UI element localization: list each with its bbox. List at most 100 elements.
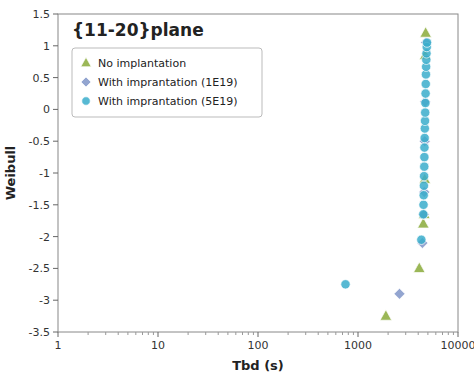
y-tick: [53, 77, 58, 78]
y-tick: [53, 300, 58, 301]
point: [421, 98, 430, 107]
y-tick: [53, 14, 58, 15]
x-minor-tick: [427, 332, 428, 335]
x-minor-tick: [235, 332, 236, 335]
x-tick: [58, 332, 59, 337]
x-tick-label: 1000: [344, 339, 372, 352]
y-tick-label: -2.5: [29, 262, 50, 275]
x-minor-tick: [318, 332, 319, 335]
x-minor-tick: [342, 332, 343, 335]
x-minor-tick: [127, 332, 128, 335]
x-minor-tick: [353, 332, 354, 335]
x-tick-label: 10: [151, 339, 165, 352]
x-minor-tick: [448, 332, 449, 335]
point: [420, 133, 429, 142]
y-tick-label: 1: [43, 40, 50, 53]
y-tick-label: 0.5: [33, 72, 51, 85]
point: [421, 79, 430, 88]
x-minor-tick: [105, 332, 106, 335]
point: [420, 27, 432, 37]
x-minor-tick: [418, 332, 419, 335]
y-tick: [53, 236, 58, 237]
point: [394, 288, 405, 299]
x-minor-tick: [148, 332, 149, 335]
point: [341, 280, 350, 289]
point: [417, 235, 426, 244]
point: [419, 200, 428, 209]
point: [419, 210, 428, 219]
legend-box: [72, 48, 262, 117]
y-tick: [53, 268, 58, 269]
point: [420, 152, 429, 161]
y-tick-label: -0.5: [29, 135, 50, 148]
x-minor-tick: [218, 332, 219, 335]
x-minor-tick: [153, 332, 154, 335]
x-tick: [458, 332, 459, 337]
x-minor-tick: [453, 332, 454, 335]
x-tick-label: 100: [248, 339, 269, 352]
x-minor-tick: [248, 332, 249, 335]
x-minor-tick: [142, 332, 143, 335]
y-tick: [53, 109, 58, 110]
legend-marker: [81, 77, 91, 87]
x-tick: [158, 332, 159, 337]
y-tick-label: -3: [39, 294, 50, 307]
x-minor-tick: [405, 332, 406, 335]
x-minor-tick: [118, 332, 119, 335]
y-tick-label: -1.5: [29, 199, 50, 212]
y-tick: [53, 173, 58, 174]
y-tick: [53, 332, 58, 333]
point: [418, 209, 429, 220]
points: [341, 27, 432, 320]
x-minor-tick: [205, 332, 206, 335]
series: [380, 27, 431, 320]
point: [414, 262, 426, 272]
legend-marker: [81, 57, 92, 67]
y-tick: [53, 45, 58, 46]
x-axis-label: Tbd (s): [232, 358, 284, 373]
x-minor-tick: [327, 332, 328, 335]
x-minor-tick: [253, 332, 254, 335]
x-minor-tick: [88, 332, 89, 335]
legend: No implantation With imprantation (1E19) W…: [72, 48, 262, 117]
x-minor-tick: [305, 332, 306, 335]
x-minor-tick: [348, 332, 349, 335]
legend-label: With imprantation (5E19): [98, 95, 238, 108]
series: [341, 38, 432, 289]
y-axis-label: Weibull: [3, 146, 18, 201]
plot-frame: [58, 14, 458, 332]
x-minor-tick: [242, 332, 243, 335]
y-tick: [53, 204, 58, 205]
y-tick-label: 1.5: [33, 8, 51, 21]
x-minor-tick: [442, 332, 443, 335]
x-minor-tick: [188, 332, 189, 335]
x-tick: [258, 332, 259, 337]
y-tick-label: -3.5: [29, 326, 50, 339]
legend-label: No implantation: [98, 57, 186, 70]
x-tick-label: 1: [55, 339, 62, 352]
x-tick: [358, 332, 359, 337]
title: {11-20}plane: [72, 20, 204, 40]
x-minor-tick: [335, 332, 336, 335]
legend-label: With imprantation (1E19): [98, 76, 238, 89]
y-tick-label: -1: [39, 167, 50, 180]
y-tick-label: -2: [39, 231, 50, 244]
x-minor-tick: [288, 332, 289, 335]
x-minor-tick: [135, 332, 136, 335]
legend-marker: [82, 97, 91, 106]
point: [419, 181, 428, 190]
x-tick-label: 10000: [441, 339, 474, 352]
series: [394, 37, 432, 299]
point: [419, 172, 428, 181]
x-minor-tick: [227, 332, 228, 335]
x-minor-tick: [388, 332, 389, 335]
point: [421, 108, 430, 117]
point: [421, 89, 430, 98]
point: [380, 310, 392, 320]
chart: 1 10 100 1000 10000 -3.5 -3 -2.5 -2 -1.5 -1 -0.5 0 0.…: [0, 0, 474, 378]
y-tick: [53, 141, 58, 142]
x-minor-tick: [435, 332, 436, 335]
y-tick-label: 0: [43, 103, 50, 116]
point: [420, 162, 429, 171]
point: [420, 143, 429, 152]
